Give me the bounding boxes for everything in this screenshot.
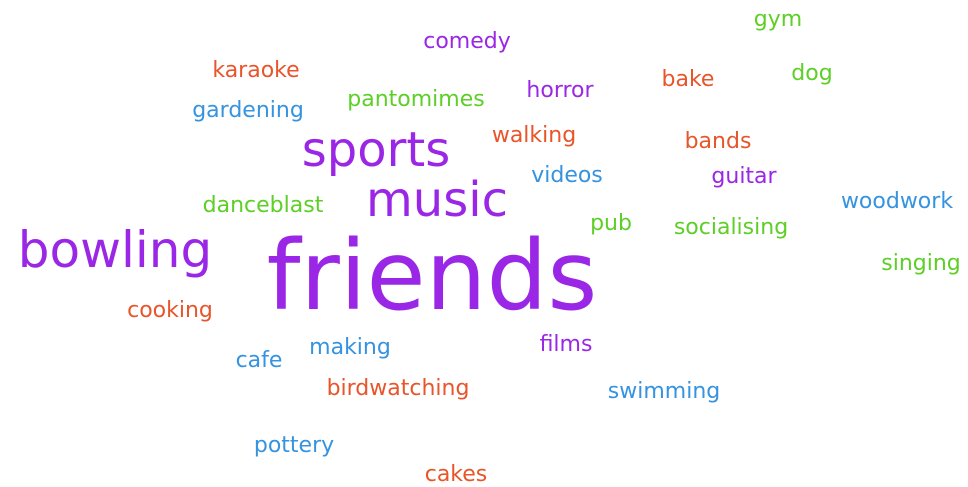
word-bake: bake	[661, 67, 715, 92]
word-socialising: socialising	[673, 215, 789, 240]
word-cafe: cafe	[235, 348, 283, 373]
word-making: making	[309, 335, 391, 360]
word-cooking: cooking	[127, 298, 213, 323]
word-dog: dog	[791, 61, 833, 86]
word-singing: singing	[881, 251, 961, 276]
word-films: films	[539, 332, 593, 357]
word-pantomimes: pantomimes	[347, 87, 485, 112]
word-guitar: guitar	[711, 164, 777, 189]
word-walking: walking	[491, 123, 577, 148]
word-horror: horror	[526, 78, 594, 103]
word-karaoke: karaoke	[212, 58, 300, 83]
word-friends: friends	[266, 220, 598, 332]
word-danceblast: danceblast	[202, 193, 324, 218]
word-videos: videos	[531, 163, 603, 188]
word-pottery: pottery	[253, 433, 335, 458]
word-gym: gym	[753, 7, 803, 32]
word-cakes: cakes	[424, 462, 488, 487]
word-birdwatching: birdwatching	[326, 376, 470, 401]
word-comedy: comedy	[423, 29, 511, 54]
word-woodwork: woodwork	[840, 189, 954, 214]
word-bands: bands	[684, 129, 752, 154]
word-swimming: swimming	[607, 379, 721, 404]
word-bowling: bowling	[17, 221, 213, 279]
word-pub: pub	[590, 211, 632, 236]
word-gardening: gardening	[192, 98, 304, 123]
word-music: music	[366, 172, 508, 228]
word-sports: sports	[301, 122, 451, 178]
